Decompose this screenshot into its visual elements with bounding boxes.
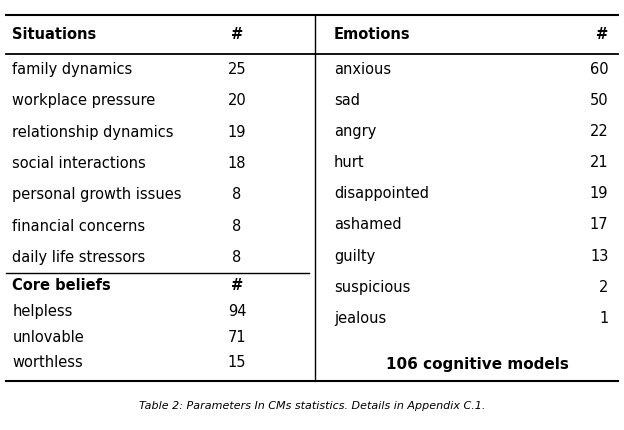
Text: 106 cognitive models: 106 cognitive models [386,357,569,372]
Text: hurt: hurt [334,155,364,170]
Text: Table 2: Parameters In CMs statistics. Details in Appendix C.1.: Table 2: Parameters In CMs statistics. D… [139,401,485,412]
Text: jealous: jealous [334,311,386,326]
Text: 19: 19 [590,186,608,201]
Text: 15: 15 [228,355,246,370]
Text: relationship dynamics: relationship dynamics [12,125,174,140]
Text: Core beliefs: Core beliefs [12,278,111,293]
Text: Situations: Situations [12,27,97,42]
Text: 21: 21 [590,155,608,170]
Text: family dynamics: family dynamics [12,62,133,77]
Text: 18: 18 [228,156,246,171]
Text: guilty: guilty [334,249,375,264]
Text: 1: 1 [599,311,608,326]
Text: 8: 8 [233,250,241,265]
Text: daily life stressors: daily life stressors [12,250,146,265]
Text: 20: 20 [228,93,246,108]
Text: #: # [231,27,243,42]
Text: financial concerns: financial concerns [12,218,145,233]
Text: 8: 8 [233,187,241,202]
Text: personal growth issues: personal growth issues [12,187,182,202]
Text: Emotions: Emotions [334,27,411,42]
Text: workplace pressure: workplace pressure [12,93,156,108]
Text: angry: angry [334,124,376,139]
Text: social interactions: social interactions [12,156,146,171]
Text: ashamed: ashamed [334,218,401,233]
Text: 50: 50 [590,93,608,108]
Text: #: # [231,278,243,293]
Text: 60: 60 [590,62,608,77]
Text: 25: 25 [228,62,246,77]
Text: sad: sad [334,93,360,108]
Text: 94: 94 [228,304,246,319]
Text: 71: 71 [228,329,246,344]
Text: #: # [596,27,608,42]
Text: 2: 2 [599,280,608,295]
Text: 17: 17 [590,218,608,233]
Text: anxious: anxious [334,62,391,77]
Text: 19: 19 [228,125,246,140]
Text: unlovable: unlovable [12,329,84,344]
Text: 22: 22 [590,124,608,139]
Text: worthless: worthless [12,355,83,370]
Text: helpless: helpless [12,304,73,319]
Text: 13: 13 [590,249,608,264]
Text: suspicious: suspicious [334,280,410,295]
Text: disappointed: disappointed [334,186,429,201]
Text: 8: 8 [233,218,241,233]
